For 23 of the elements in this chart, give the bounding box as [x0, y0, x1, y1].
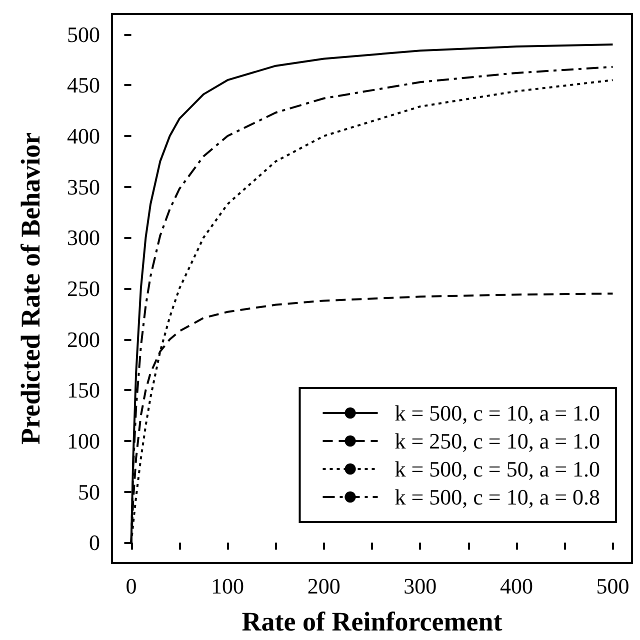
- x-tick-label: 300: [404, 574, 437, 598]
- y-tick-label: 400: [67, 124, 100, 148]
- legend-label: k = 500, c = 10, a = 1.0: [394, 400, 600, 426]
- legend-label: k = 500, c = 10, a = 0.8: [394, 484, 600, 510]
- legend-label: k = 500, c = 50, a = 1.0: [394, 456, 600, 482]
- y-tick-label: 150: [67, 378, 100, 403]
- x-axis-title: Rate of Reinforcement: [242, 606, 502, 636]
- x-tick-label: 200: [307, 574, 340, 598]
- y-tick-label: 350: [67, 174, 100, 200]
- x-tick-label: 0: [126, 574, 137, 598]
- y-tick-label: 50: [78, 479, 100, 504]
- y-tick-label: 100: [67, 428, 100, 454]
- y-axis-title: Predicted Rate of Behavior: [16, 132, 46, 445]
- y-tick-label: 250: [67, 276, 100, 301]
- x-tick-label: 500: [596, 574, 630, 598]
- x-tick-label: 100: [211, 574, 244, 598]
- legend-label: k = 250, c = 10, a = 1.0: [394, 428, 600, 454]
- y-tick-label: 450: [67, 72, 100, 98]
- y-tick-label: 500: [67, 22, 100, 47]
- y-tick-label: 300: [67, 225, 100, 250]
- y-tick-label: 200: [67, 326, 100, 352]
- x-tick-label: 400: [500, 574, 533, 598]
- y-tick-label: 0: [89, 530, 100, 556]
